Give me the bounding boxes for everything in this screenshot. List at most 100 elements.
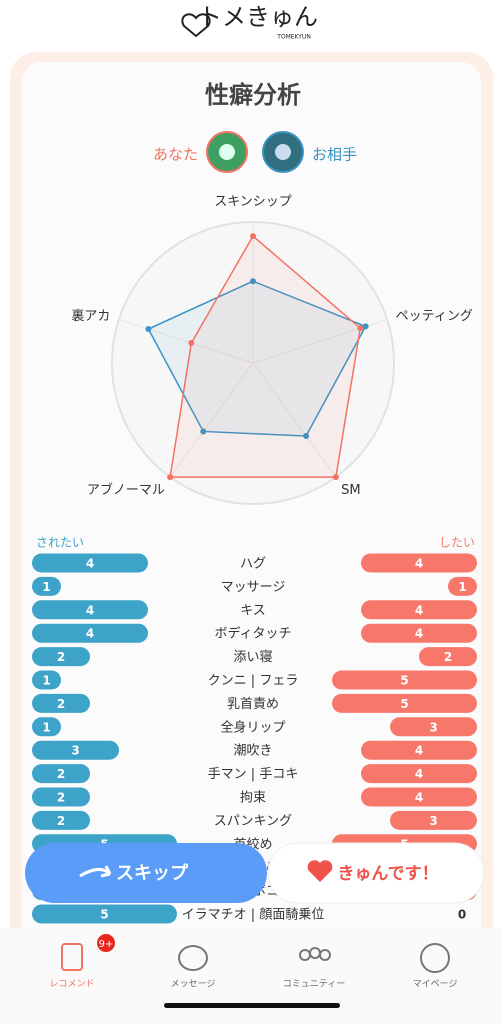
nav-label[interactable]: レコメンド bbox=[49, 980, 94, 990]
give-bar bbox=[390, 810, 477, 830]
received-bar bbox=[32, 740, 119, 760]
give-value: 5 bbox=[400, 674, 408, 688]
received-value: 4 bbox=[86, 627, 94, 641]
received-bar bbox=[32, 717, 61, 737]
give-value: 5 bbox=[400, 697, 408, 711]
received-bar bbox=[32, 810, 90, 830]
nav-bar bbox=[0, 928, 503, 1024]
radar-area bbox=[147, 280, 367, 437]
radar-point bbox=[332, 474, 339, 481]
received-value: 2 bbox=[57, 650, 65, 664]
give-bar bbox=[448, 576, 477, 596]
nav-badge: 9+ bbox=[99, 939, 114, 950]
give-bar bbox=[361, 553, 477, 573]
give-header: したい bbox=[439, 536, 475, 550]
row-label: 添い寝 bbox=[233, 649, 272, 665]
radar-spoke bbox=[118, 318, 254, 364]
received-bar bbox=[32, 553, 148, 573]
logo-sub: TOMEKYUN bbox=[276, 34, 311, 41]
give-bar bbox=[361, 787, 477, 807]
kyun-icon bbox=[307, 860, 333, 882]
received-bar bbox=[32, 670, 61, 690]
received-bar bbox=[32, 904, 177, 924]
row-label: 乳首責め bbox=[227, 697, 279, 712]
give-value: 4 bbox=[415, 744, 423, 758]
nav-icon-community[interactable] bbox=[299, 947, 331, 961]
row-label: キス bbox=[240, 603, 266, 618]
received-value: 4 bbox=[86, 603, 94, 617]
kyun-button[interactable]: きゅんです！ bbox=[267, 842, 485, 904]
received-value: 2 bbox=[57, 791, 65, 805]
give-bar bbox=[361, 740, 477, 760]
give-value: 3 bbox=[429, 720, 437, 734]
row-label: ハグ bbox=[240, 557, 266, 572]
received-value: 4 bbox=[86, 557, 94, 571]
title: 性癖分析 bbox=[205, 81, 301, 109]
give-value: 3 bbox=[429, 814, 437, 828]
received-bar bbox=[32, 764, 90, 784]
radar-spoke bbox=[169, 362, 254, 478]
radar-point bbox=[167, 474, 174, 481]
radar-axis-label: ペッティング bbox=[396, 309, 473, 324]
radar-axis-label: アブノーマル bbox=[87, 482, 165, 498]
received-bar bbox=[32, 576, 61, 596]
give-bar bbox=[390, 717, 477, 737]
radar-axis-label: 裏アカ bbox=[71, 309, 110, 324]
give-bar bbox=[419, 647, 477, 667]
give-value: 1 bbox=[458, 580, 466, 594]
nav-badge-bg bbox=[97, 934, 115, 952]
radar-spoke bbox=[252, 362, 337, 478]
received-bar bbox=[32, 600, 148, 620]
received-value: 1 bbox=[42, 674, 50, 688]
nav-icon-mypage[interactable] bbox=[420, 943, 450, 973]
row-label: ボディタッチ bbox=[214, 626, 291, 642]
kyun-bg[interactable] bbox=[267, 842, 485, 904]
nav-label[interactable]: マイページ bbox=[413, 980, 458, 990]
give-value: 4 bbox=[415, 791, 423, 805]
received-value: 2 bbox=[57, 767, 65, 781]
skip-bg[interactable] bbox=[25, 843, 267, 903]
received-value: 1 bbox=[42, 580, 50, 594]
radar-axis-label: SM bbox=[341, 483, 360, 498]
received-value: 3 bbox=[71, 744, 79, 758]
radar-point bbox=[188, 339, 195, 346]
nav-label[interactable]: コミュニティー bbox=[283, 979, 345, 990]
give-bar bbox=[361, 764, 477, 784]
received-value: 2 bbox=[57, 697, 65, 711]
skip-icon bbox=[79, 865, 112, 878]
give-value: 0 bbox=[458, 908, 466, 922]
radar-area bbox=[169, 234, 362, 478]
radar-point bbox=[357, 325, 364, 332]
give-bar bbox=[332, 670, 477, 690]
received-bar bbox=[32, 787, 90, 807]
nav-icon-message[interactable] bbox=[178, 945, 208, 971]
give-bar bbox=[361, 623, 477, 643]
received-header: されたい bbox=[36, 536, 84, 550]
row-label: 手マン | 手コキ bbox=[208, 767, 299, 782]
nav-label[interactable]: メッセージ bbox=[171, 979, 216, 990]
avatar-partner-inner bbox=[275, 144, 291, 160]
row-label: クンニ | フェラ bbox=[208, 674, 299, 689]
give-value: 4 bbox=[415, 603, 423, 617]
row-label: イラマチオ | 顔面騎乗位 bbox=[182, 908, 325, 923]
give-value: 4 bbox=[415, 767, 423, 781]
received-bar bbox=[32, 623, 148, 643]
give-value: 2 bbox=[444, 650, 452, 664]
nav-icon-recommend[interactable] bbox=[61, 943, 83, 971]
give-value: 4 bbox=[415, 627, 423, 641]
legend-partner: お相手 bbox=[312, 146, 357, 164]
kyun-label[interactable]: きゅんです！ bbox=[337, 864, 438, 884]
radar-point bbox=[303, 433, 310, 440]
received-value: 5 bbox=[100, 908, 108, 922]
skip-label[interactable]: スキップ bbox=[116, 862, 189, 884]
radar-axis-label: スキンシップ bbox=[214, 195, 292, 210]
row-label: マッサージ bbox=[221, 580, 286, 595]
give-value: 4 bbox=[415, 557, 423, 571]
received-value: 2 bbox=[57, 814, 65, 828]
give-bar bbox=[332, 693, 477, 713]
legend-you: あなた bbox=[153, 146, 198, 164]
skip-button[interactable]: スキップ bbox=[25, 843, 267, 903]
row-label: 全身リップ bbox=[220, 719, 285, 735]
